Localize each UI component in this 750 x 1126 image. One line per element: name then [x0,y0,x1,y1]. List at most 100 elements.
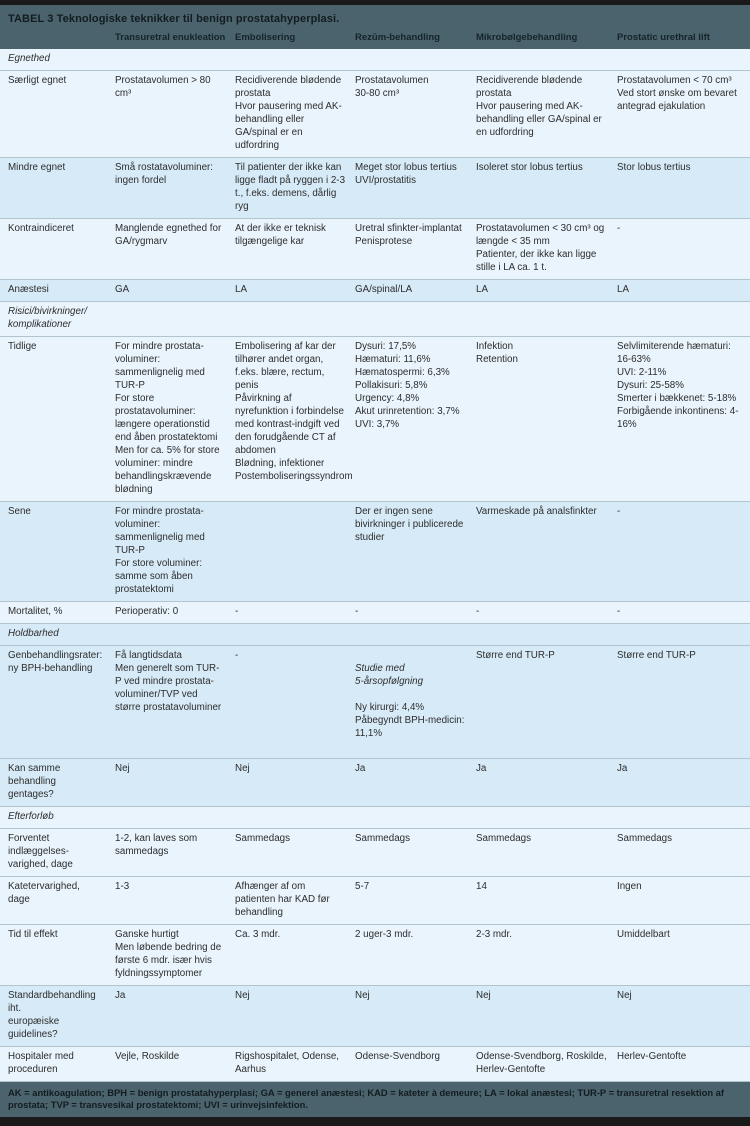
table-row-mindre-egnet: Mindre egnet Små rostatavoluminer: ingen… [0,158,750,219]
row-label: Forventet indlæggelses- varighed, dage [8,833,73,870]
table-row-standardbehandling: Standardbehandling iht. europæiske guide… [0,986,750,1047]
row-label: Tid til effekt [8,929,58,940]
table-cell: Sammedags [476,833,531,844]
column-header-transuretral-enukleation: Transuretral enukleation [115,32,226,43]
table-cell: - [235,650,239,661]
top-black-bar [0,0,750,5]
table-cell: Større end TUR-P [617,650,696,661]
footnote-band: AK = antikoagulation; BPH = benign prost… [0,1082,750,1117]
row-label: Sene [8,506,31,517]
table-cell: - [355,606,359,617]
table-cell: Manglende egnethed for GA/rygmarv [115,223,222,247]
table-cell: Ganske hurtigt Men løbende bedring de fø… [115,929,222,979]
table-cell: Vejle, Roskilde [115,1051,180,1062]
table-cell: Afhænger af om patienten har KAD før beh… [235,881,330,918]
table-cell: Studie med 5-årsopfølgning Ny kirurgi: 4… [355,646,476,758]
table-cell: Større end TUR-P [476,650,555,661]
table-cell: 1-2, kan laves som sammedags [115,833,198,857]
table-cell: Prostatavolumen > 80 cm³ [115,75,211,99]
table-row-saerligt-egnet: Særligt egnet Prostatavolumen > 80 cm³ R… [0,71,750,158]
row-label: Mindre egnet [8,162,66,173]
table-cell: Selvlimiterende hæmaturi: 16-63% UVI: 2-… [617,341,739,430]
table-cell: Ja [355,763,366,774]
table-cell: 2-3 mdr. [476,929,512,940]
section-label: Egnethed [8,53,50,64]
table-row-mortalitet: Mortalitet, % Perioperativ: 0 - - - - [0,602,750,624]
study-note-italic: Studie med 5-årsopfølgning [355,663,424,687]
row-label: Standardbehandling iht. europæiske guide… [8,990,96,1040]
column-header-mikroboelgebehandling: Mikrobølgebehandling [476,32,578,43]
table-cell: Sammedags [355,833,410,844]
table-cell: 1-3 [115,881,130,892]
table-cell: Uretral sfinkter-implantat Penisprotese [355,223,462,247]
table-cell: Odense-Svendborg [355,1051,440,1062]
table-header-band: TABEL 3 Teknologiske teknikker til benig… [0,5,750,49]
table-cell: 2 uger-3 mdr. [355,929,414,940]
study-note-values: Ny kirurgi: 4,4% Påbegyndt BPH-medicin: … [355,702,465,739]
table-cell: Ja [476,763,487,774]
row-label: Katetervarighed, dage [8,881,80,905]
table-cell: GA [115,284,130,295]
table-cell [235,502,355,601]
table-cell: Isoleret stor lobus tertius [476,162,583,173]
table-cell: Varmeskade på analsfinkter [476,506,597,517]
section-row-risici: Risici/bivirkninger/ komplikationer [0,302,750,337]
table-cell: 14 [476,881,487,892]
table-cell: For mindre prostata-voluminer: sammenlig… [115,341,220,495]
table-row-tidlige: Tidlige For mindre prostata-voluminer: s… [0,337,750,502]
row-label: Genbehandlingsrater: ny BPH-behandling [8,650,103,674]
row-label: Mortalitet, % [8,606,63,617]
table-cell: For mindre prostata-voluminer: sammenlig… [115,506,205,595]
table-cell: GA/spinal/LA [355,284,413,295]
row-label: Tidlige [8,341,37,352]
table-cell: LA [235,284,247,295]
column-header-prostatic-urethral-lift: Prostatic urethral lift [617,32,710,43]
table-row-kontraindiceret: Kontraindiceret Manglende egnethed for G… [0,219,750,280]
section-row-efterforloeb: Efterforløb [0,807,750,829]
table-row-hospitaler: Hospitaler med proceduren Vejle, Roskild… [0,1047,750,1082]
table-cell: Sammedags [235,833,290,844]
table-row-tid-til-effekt: Tid til effekt Ganske hurtigt Men løbend… [0,925,750,986]
bottom-black-bar [0,1117,750,1126]
table-cell: - [617,606,621,617]
table-cell: Få langtidsdata Men generelt som TUR-P v… [115,650,222,713]
table-cell: 5-7 [355,881,370,892]
table-row-anaestesi: Anæstesi GA LA GA/spinal/LA LA LA [0,280,750,302]
table-cell: Nej [235,990,250,1001]
table-cell: Recidiverende blødende prostata Hvor pau… [235,75,342,151]
table-title: TABEL 3 Teknologiske teknikker til benig… [8,13,340,25]
table-cell: Sammedags [617,833,672,844]
table-cell: Prostatavolumen 30-80 cm³ [355,75,429,99]
table-cell: - [476,606,480,617]
table-cell: LA [617,284,629,295]
table-row-kan-samme-behandling-gentages: Kan samme behandling gentages? Nej Nej J… [0,759,750,807]
table-cell: LA [476,284,488,295]
row-label: Kontraindiceret [8,223,74,234]
table-cell: - [235,606,239,617]
table-cell: Prostatavolumen < 70 cm³ Ved stort ønske… [617,75,737,112]
table-cell: Der er ingen sene bivirkninger i publice… [355,506,464,543]
column-header-row: Transuretral enukleation Embolisering Re… [0,32,750,49]
section-row-egnethed: Egnethed [0,49,750,71]
row-label: Anæstesi [8,284,49,295]
table-cell: Umiddelbart [617,929,670,940]
table-cell: Nej [115,763,130,774]
table-row-forventet-indlaeggelsesvarighed: Forventet indlæggelses- varighed, dage 1… [0,829,750,877]
column-header-rezum-behandling: Rezūm-behandling [355,32,440,43]
table-cell: Recidiverende blødende prostata Hvor pau… [476,75,602,138]
table-body: Egnethed Særligt egnet Prostatavolumen >… [0,49,750,1082]
row-label: Særligt egnet [8,75,67,86]
table-cell: Perioperativ: 0 [115,606,179,617]
table-cell: Prostatavolumen < 30 cm³ og længde < 35 … [476,223,605,273]
table-row-katetervarighed: Katetervarighed, dage 1-3 Afhænger af om… [0,877,750,925]
table-cell: Nej [235,763,250,774]
column-header-spacer [0,32,115,43]
table-cell: Herlev-Gentofte [617,1051,687,1062]
table-row-genbehandlingsrater: Genbehandlingsrater: ny BPH-behandling F… [0,646,750,759]
table-cell: Til patienter der ikke kan ligge fladt p… [235,162,346,212]
table-cell: Stor lobus tertius [617,162,691,173]
table-cell: Ja [617,763,628,774]
table-cell: Ingen [617,881,642,892]
row-label: Hospitaler med proceduren [8,1051,74,1075]
